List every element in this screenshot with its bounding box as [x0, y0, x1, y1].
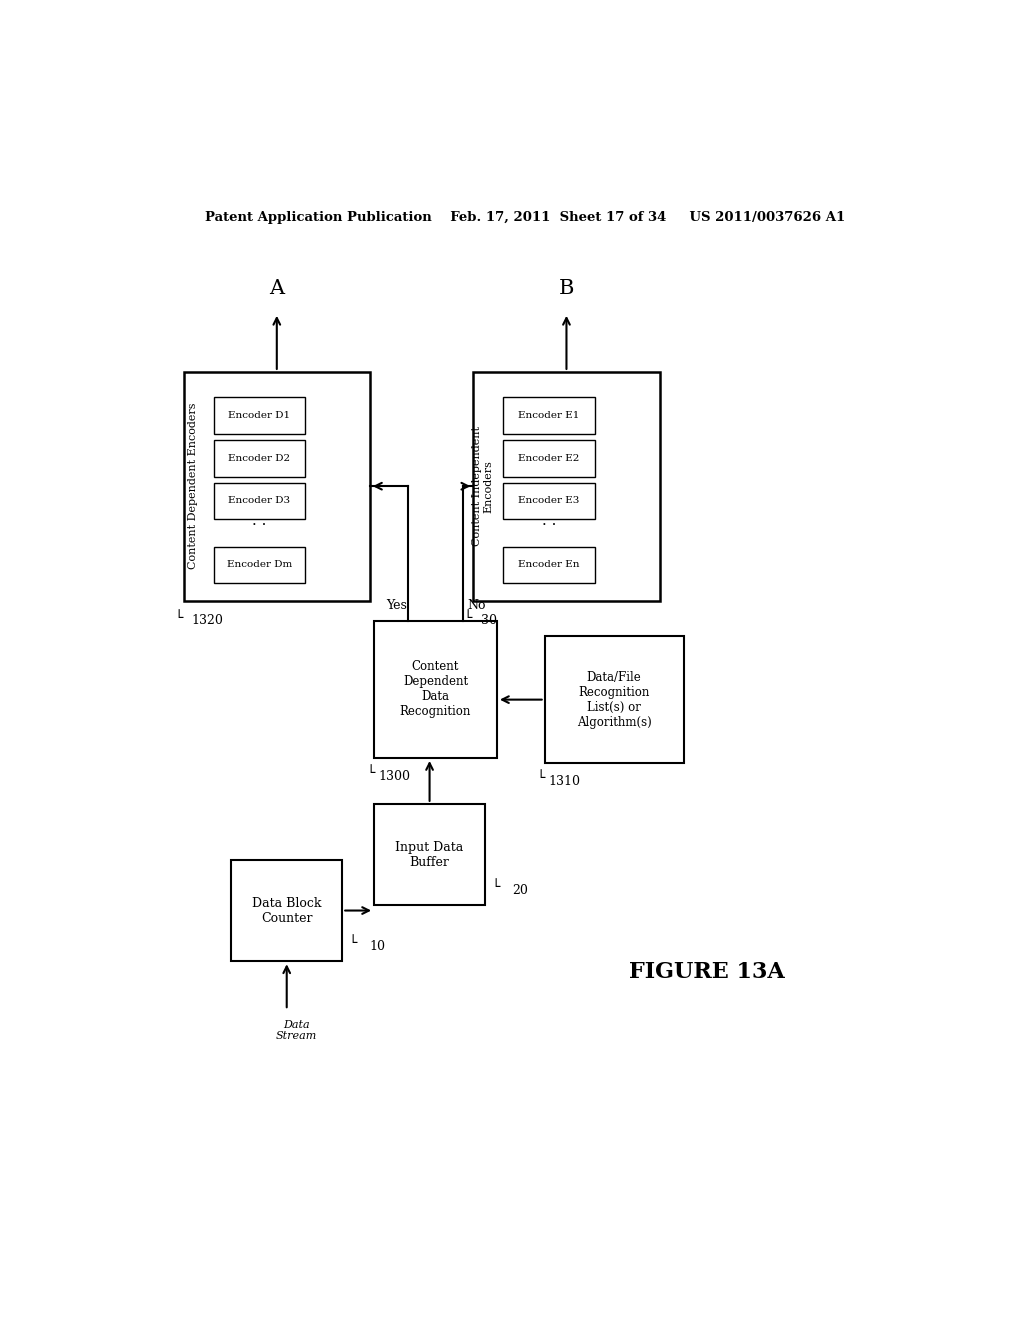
- Text: FIGURE 13A: FIGURE 13A: [630, 961, 785, 982]
- Text: └: └: [464, 611, 472, 624]
- Bar: [374, 620, 497, 758]
- Text: Content Independent
Encoders: Content Independent Encoders: [472, 426, 494, 546]
- Text: . .: . .: [252, 513, 266, 528]
- Bar: [374, 804, 485, 906]
- Text: A: A: [269, 279, 285, 298]
- Text: Yes: Yes: [386, 599, 407, 612]
- Bar: [183, 372, 370, 601]
- Text: └: └: [492, 880, 500, 894]
- Bar: [214, 483, 305, 519]
- Text: 1300: 1300: [378, 770, 410, 783]
- Text: Encoder Dm: Encoder Dm: [226, 561, 292, 569]
- Bar: [504, 483, 595, 519]
- Text: Encoder D3: Encoder D3: [228, 496, 291, 506]
- Text: . .: . .: [542, 513, 556, 528]
- Bar: [214, 397, 305, 434]
- Bar: [545, 636, 684, 763]
- Bar: [231, 859, 342, 961]
- Text: Patent Application Publication    Feb. 17, 2011  Sheet 17 of 34     US 2011/0037: Patent Application Publication Feb. 17, …: [205, 211, 845, 224]
- Text: └: └: [537, 771, 545, 785]
- Bar: [214, 546, 305, 583]
- Text: Data/File
Recognition
List(s) or
Algorithm(s): Data/File Recognition List(s) or Algorit…: [577, 671, 651, 729]
- Text: 1320: 1320: [191, 614, 223, 627]
- Text: Data Block
Counter: Data Block Counter: [252, 896, 322, 924]
- Text: No: No: [468, 599, 486, 612]
- Bar: [214, 440, 305, 477]
- Text: Encoder D1: Encoder D1: [228, 411, 291, 420]
- Text: Encoder E3: Encoder E3: [518, 496, 580, 506]
- Text: Encoder En: Encoder En: [518, 561, 580, 569]
- Text: 30: 30: [481, 614, 498, 627]
- Text: Encoder D2: Encoder D2: [228, 454, 291, 463]
- Text: 1310: 1310: [549, 775, 581, 788]
- Text: Input Data
Buffer: Input Data Buffer: [395, 841, 464, 869]
- Text: 10: 10: [370, 940, 385, 953]
- Text: Data
Stream: Data Stream: [275, 1019, 316, 1041]
- Text: └: └: [367, 767, 375, 780]
- Text: Encoder E1: Encoder E1: [518, 411, 580, 420]
- Text: └: └: [174, 611, 182, 624]
- Text: Content
Dependent
Data
Recognition: Content Dependent Data Recognition: [399, 660, 471, 718]
- Bar: [473, 372, 659, 601]
- Text: Encoder E2: Encoder E2: [518, 454, 580, 463]
- Bar: [504, 440, 595, 477]
- Bar: [504, 397, 595, 434]
- Text: └: └: [348, 936, 357, 950]
- Text: B: B: [559, 279, 574, 298]
- Text: 20: 20: [512, 883, 528, 896]
- Text: Content Dependent Encoders: Content Dependent Encoders: [188, 403, 198, 569]
- Bar: [504, 546, 595, 583]
